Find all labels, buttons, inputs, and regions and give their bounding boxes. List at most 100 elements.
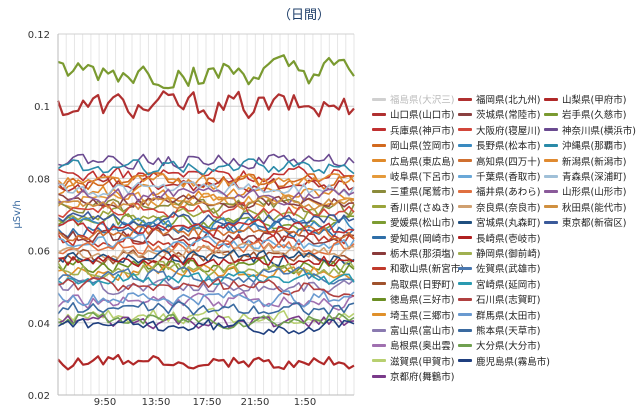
legend-label: 岐阜県(下呂市) — [390, 172, 455, 183]
legend-item[interactable]: 福岡県(北九州) — [458, 92, 540, 106]
legend-label: 長崎県(壱岐市) — [476, 233, 541, 245]
legend-label: 山口県(山口市) — [390, 110, 455, 122]
legend-label: 鹿児島県(霧島市) — [476, 356, 550, 368]
legend-item[interactable]: 鹿児島県(霧島市) — [458, 354, 550, 368]
legend-swatch — [372, 189, 386, 193]
legend-item[interactable]: 兵庫県(神戸市) — [372, 123, 454, 137]
x-tick-label: 17:50 — [193, 397, 222, 406]
legend-item[interactable]: 新潟県(新潟市) — [544, 154, 626, 168]
y-tick-label: 0.04 — [28, 319, 50, 330]
legend-label: 鳥取県(日野町) — [390, 279, 455, 291]
legend-swatch — [458, 359, 472, 363]
y-tick-label: 0.08 — [28, 174, 50, 185]
legend-item[interactable]: 岡山県(笠岡市) — [372, 138, 454, 152]
legend-item[interactable]: 高知県(四万十) — [458, 154, 540, 168]
legend-swatch — [372, 174, 386, 178]
legend-label: 愛知県(岡崎市) — [390, 233, 455, 245]
legend-swatch — [544, 174, 558, 178]
y-tick-label: 0.1 — [34, 102, 50, 113]
series-line — [57, 260, 355, 279]
legend-item[interactable]: 宮城県(丸森町) — [458, 215, 540, 229]
legend-item[interactable]: 東京都(新宿区) — [544, 215, 626, 229]
legend-swatch — [544, 128, 558, 132]
legend-swatch — [372, 297, 386, 301]
x-tick-label: 1:50 — [294, 397, 316, 406]
legend-item[interactable]: 岐阜県(下呂市) — [372, 169, 454, 183]
series-line — [57, 194, 355, 211]
legend-swatch — [544, 143, 558, 147]
series-line — [57, 218, 355, 238]
legend-item[interactable]: 熊本県(天草市) — [458, 323, 540, 337]
legend-label: 島根県(奥出雲) — [390, 341, 455, 353]
legend-label: 青森県(深浦町) — [562, 172, 627, 183]
series-line — [57, 317, 355, 335]
legend-item[interactable]: 青森県(深浦町) — [544, 169, 626, 183]
legend-label: 滋賀県(甲賀市) — [390, 356, 455, 368]
legend-item[interactable]: 長野県(松本市) — [458, 138, 540, 152]
legend-label: 京都府(舞鶴市) — [390, 372, 455, 384]
legend-item[interactable]: 群馬県(太田市) — [458, 308, 540, 322]
series-line — [57, 193, 355, 209]
legend-item[interactable]: 埼玉県(三郷市) — [372, 308, 454, 322]
legend-label: 熊本県(天草市) — [476, 326, 541, 337]
legend-item[interactable]: 徳島県(三好市) — [372, 292, 454, 306]
legend-item[interactable]: 茨城県(常陸市) — [458, 107, 540, 121]
legend-swatch — [372, 282, 386, 286]
legend-item[interactable]: 福井県(あわら) — [458, 184, 540, 198]
legend-label: 沖縄県(那覇市) — [562, 141, 627, 153]
legend-item[interactable]: 島根県(奥出雲) — [372, 338, 454, 352]
legend-item[interactable]: 神奈川県(横浜市) — [544, 123, 636, 137]
legend-swatch — [458, 328, 472, 332]
legend-item[interactable]: 山梨県(甲府市) — [544, 92, 626, 106]
legend-item[interactable]: 大阪府(寝屋川) — [458, 123, 540, 137]
legend-item[interactable]: 香川県(さぬき) — [372, 200, 454, 214]
legend-item[interactable]: 京都府(舞鶴市) — [372, 369, 454, 383]
legend-label: 富山県(富山市) — [390, 326, 455, 337]
legend-item[interactable]: 大分県(大分市) — [458, 338, 540, 352]
legend-swatch — [458, 297, 472, 301]
legend-item[interactable]: 三重県(尾鷲市) — [372, 184, 454, 198]
legend-item[interactable]: 秋田県(能代市) — [544, 200, 626, 214]
legend-item[interactable]: 佐賀県(武雄市) — [458, 261, 540, 275]
legend-item[interactable]: 石川県(志賀町) — [458, 292, 540, 306]
legend-swatch — [544, 205, 558, 209]
legend-item[interactable]: 山口県(山口市) — [372, 107, 454, 121]
legend-label: 大分県(大分市) — [476, 341, 541, 353]
legend-swatch — [458, 282, 472, 286]
series-line — [57, 180, 355, 198]
legend-swatch — [544, 220, 558, 224]
legend-label: 和歌山県(新宮市) — [390, 264, 464, 276]
legend-item[interactable]: 福島県(大沢三) — [372, 92, 454, 106]
legend-item[interactable]: 静岡県(御前崎) — [458, 246, 540, 260]
legend-item[interactable]: 長崎県(壱岐市) — [458, 231, 540, 245]
legend-item[interactable]: 滋賀県(甲賀市) — [372, 354, 454, 368]
legend-swatch — [458, 251, 472, 255]
legend-item[interactable]: 奈良県(奈良市) — [458, 200, 540, 214]
legend-item[interactable]: 岩手県(久慈市) — [544, 107, 626, 121]
legend-swatch — [372, 374, 386, 378]
legend-item[interactable]: 鳥取県(日野町) — [372, 277, 454, 291]
legend-item[interactable]: 和歌山県(新宮市) — [372, 261, 464, 275]
legend-label: 広島県(東広島) — [390, 156, 455, 168]
legend-swatch — [544, 112, 558, 116]
series-line — [57, 253, 355, 268]
legend-label: 徳島県(三好市) — [390, 295, 455, 307]
legend-swatch — [458, 97, 472, 101]
legend-label: 群馬県(太田市) — [476, 310, 541, 322]
legend-item[interactable]: 宮崎県(延岡市) — [458, 277, 540, 291]
legend-swatch — [372, 236, 386, 240]
legend-label: 佐賀県(武雄市) — [476, 264, 541, 276]
legend-item[interactable]: 愛媛県(松山市) — [372, 215, 454, 229]
legend-item[interactable]: 山形県(山形市) — [544, 184, 626, 198]
legend-item[interactable]: 千葉県(香取市) — [458, 169, 540, 183]
legend-item[interactable]: 愛知県(岡崎市) — [372, 231, 454, 245]
legend-swatch — [458, 343, 472, 347]
legend-item[interactable]: 栃木県(那須塩) — [372, 246, 454, 260]
legend-item[interactable]: 富山県(富山市) — [372, 323, 454, 337]
legend-swatch — [372, 251, 386, 255]
legend-item[interactable]: 沖縄県(那覇市) — [544, 138, 626, 152]
series-line — [57, 54, 355, 90]
legend-item[interactable]: 広島県(東広島) — [372, 154, 454, 168]
legend-swatch — [372, 313, 386, 317]
legend-swatch — [372, 143, 386, 147]
